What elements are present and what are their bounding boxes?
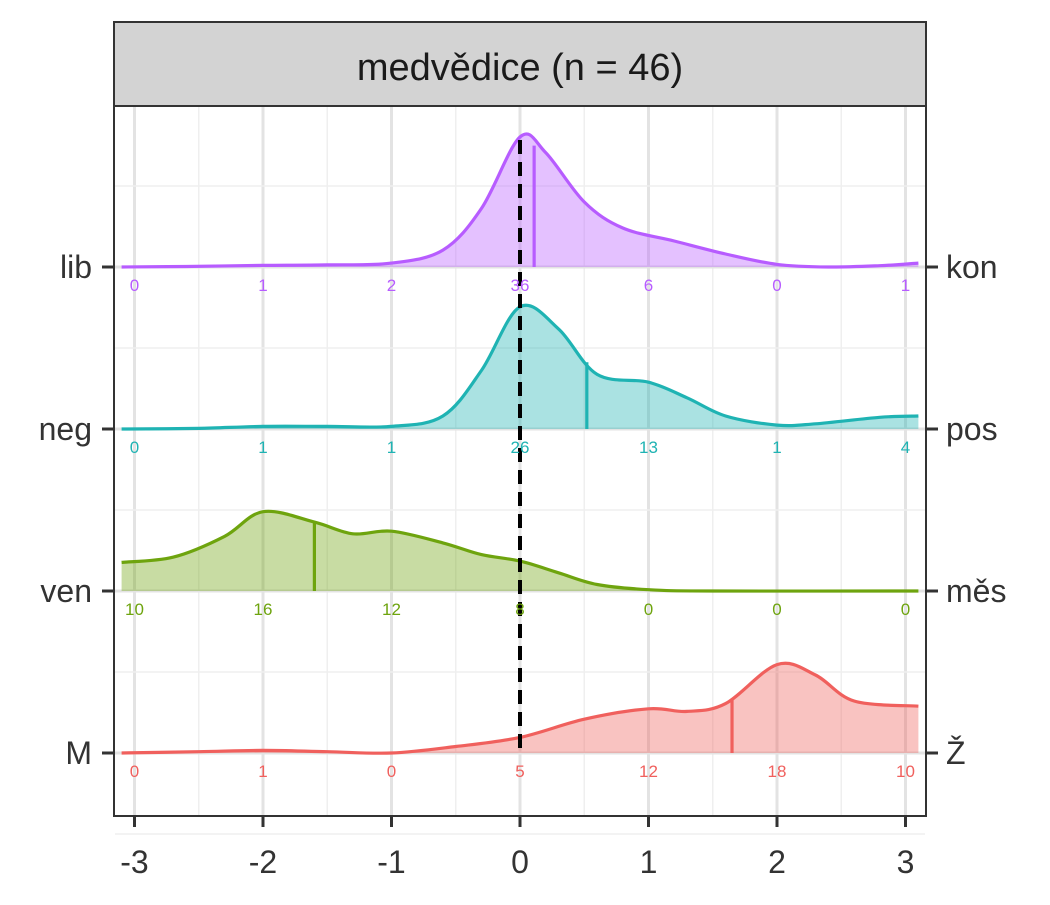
- right-label-měs: měs: [946, 573, 1006, 609]
- x-tick-label: 2: [768, 844, 786, 880]
- count-label-neg-4: 13: [639, 438, 658, 457]
- curve-layer: [121, 132, 919, 755]
- x-tick-label: 1: [640, 844, 658, 880]
- count-label-lib-5: 0: [772, 276, 781, 295]
- count-label-lib-0: 0: [130, 276, 139, 295]
- count-label-ven-0: 10: [125, 600, 144, 619]
- left-label-M: M: [65, 735, 92, 771]
- right-label-kon: kon: [946, 249, 998, 285]
- count-label-neg-3: 26: [511, 438, 530, 457]
- x-tick-label: -3: [120, 844, 148, 880]
- panel-title: medvědice (n = 46): [357, 47, 683, 89]
- density-area-lib: [121, 133, 919, 268]
- count-label-neg-6: 4: [901, 438, 910, 457]
- count-label-ven-1: 16: [254, 600, 273, 619]
- panel-border: [113, 105, 927, 817]
- count-label-ven-2: 12: [382, 600, 401, 619]
- count-layer: 0 1 2 36 6 0 10 1 1 26 13 1 410 16 12 8 0 0 00 1 0 5 12 18 10: [125, 276, 915, 781]
- count-label-ven-6: 0: [901, 600, 910, 619]
- count-label-M-6: 10: [896, 762, 915, 781]
- count-label-M-2: 0: [387, 762, 396, 781]
- count-label-neg-0: 0: [130, 438, 139, 457]
- count-label-M-3: 5: [515, 762, 524, 781]
- left-label-lib: lib: [60, 249, 92, 285]
- count-label-lib-6: 1: [901, 276, 910, 295]
- density-curve-M: [121, 661, 919, 755]
- right-label-pos: pos: [946, 411, 998, 447]
- x-tick-label: -2: [249, 844, 277, 880]
- count-label-lib-4: 6: [644, 276, 653, 295]
- count-label-ven-3: 8: [515, 600, 524, 619]
- x-tick-label: 3: [897, 844, 915, 880]
- count-label-M-5: 18: [768, 762, 787, 781]
- left-label-ven: ven: [40, 573, 92, 609]
- count-label-neg-1: 1: [258, 438, 267, 457]
- count-label-lib-1: 1: [258, 276, 267, 295]
- count-label-M-1: 1: [258, 762, 267, 781]
- density-area-ven: [121, 511, 919, 592]
- density-curve-ven: [121, 509, 919, 593]
- count-label-neg-5: 1: [772, 438, 781, 457]
- left-label-neg: neg: [39, 411, 92, 447]
- count-label-M-4: 12: [639, 762, 658, 781]
- count-label-ven-4: 0: [644, 600, 653, 619]
- x-tick-label: 0: [511, 844, 529, 880]
- density-curve-lib: [121, 132, 919, 269]
- count-label-neg-2: 1: [387, 438, 396, 457]
- x-tick-label: -1: [377, 844, 405, 880]
- strip-background: [113, 21, 927, 107]
- density-curve-neg: [121, 303, 919, 431]
- right-label-Ž: Ž: [946, 735, 966, 771]
- count-label-M-0: 0: [130, 762, 139, 781]
- count-label-lib-3: 36: [511, 276, 530, 295]
- density-area-M: [121, 663, 919, 754]
- count-label-ven-5: 0: [772, 600, 781, 619]
- count-label-lib-2: 2: [387, 276, 396, 295]
